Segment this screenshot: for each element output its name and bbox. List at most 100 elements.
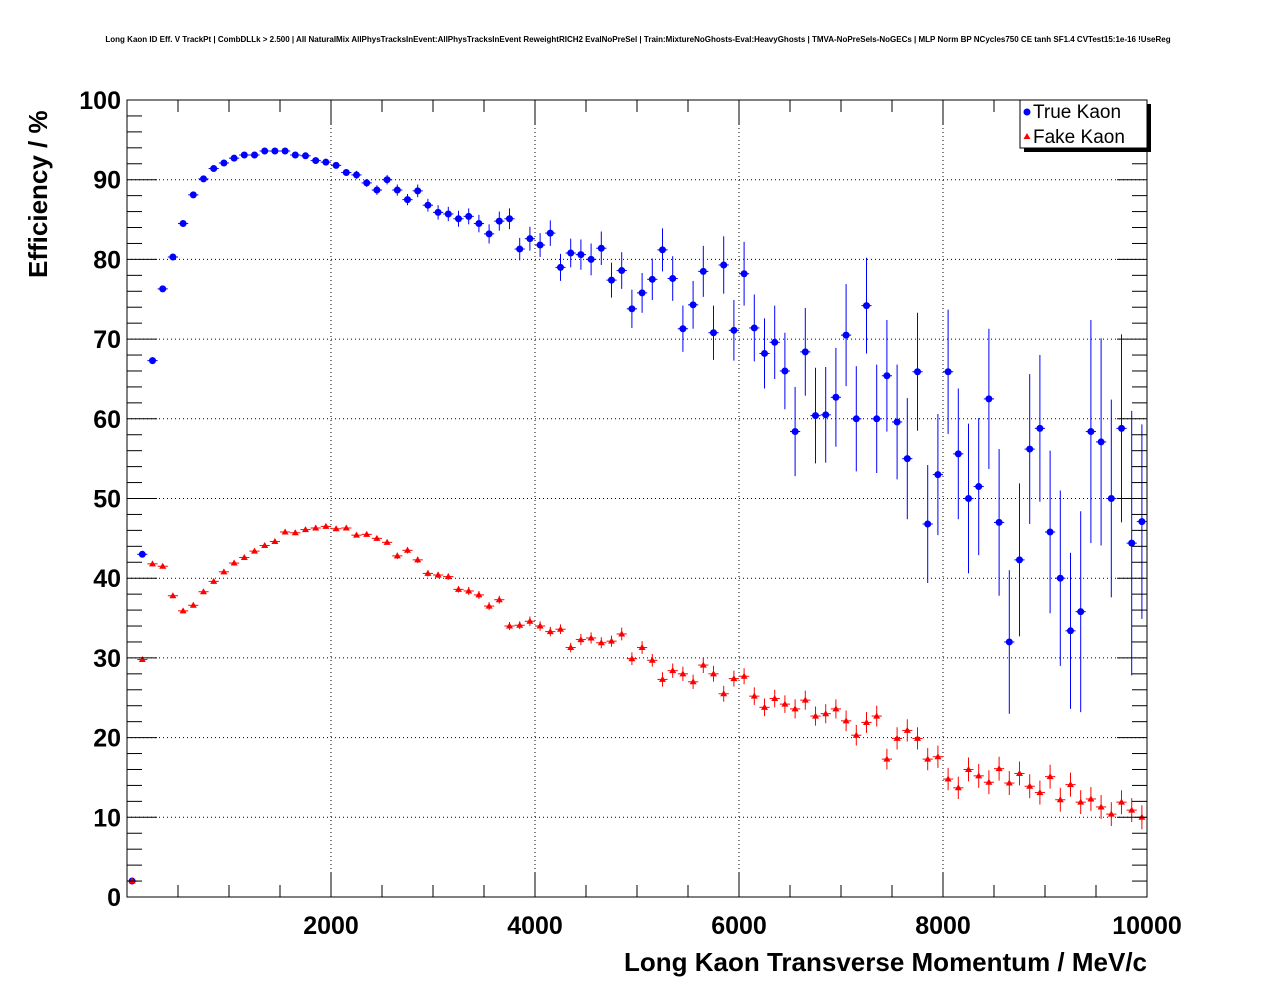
data-point: [812, 412, 819, 420]
data-point: [332, 161, 340, 169]
data-point: [1005, 779, 1013, 786]
data-point: [506, 215, 513, 223]
data-point: [179, 220, 187, 228]
data-point: [648, 275, 656, 283]
data-point: [557, 625, 564, 632]
data-point: [597, 639, 605, 646]
data-point: [1107, 495, 1115, 502]
data-point: [669, 667, 677, 674]
data-point: [516, 245, 524, 253]
legend-label-fake-kaon: Fake Kaon: [1033, 127, 1125, 148]
data-point: [781, 367, 789, 375]
data-point: [812, 712, 819, 719]
y-tick-label: 70: [93, 326, 121, 354]
data-point: [954, 784, 962, 791]
data-point: [210, 577, 218, 584]
axes: 2000 4000 6000 8000 10000 0 10 20 30 40 50 60 70 80 90…: [79, 87, 1181, 940]
y-tick-label: 0: [107, 884, 121, 912]
data-point: [628, 655, 636, 662]
data-point: [291, 529, 299, 536]
data-point: [210, 165, 218, 173]
data-point: [750, 324, 758, 332]
data-point: [1036, 424, 1044, 432]
data-point: [934, 471, 942, 479]
data-point: [975, 483, 983, 491]
y-axis-title: Efficiency / %: [23, 110, 53, 278]
data-point: [679, 325, 687, 333]
data-point: [873, 712, 881, 719]
data-point: [832, 705, 840, 712]
data-point: [1118, 798, 1125, 805]
data-point: [251, 151, 258, 159]
data-point: [383, 176, 391, 184]
data-point: [730, 675, 738, 682]
data-point: [149, 357, 156, 365]
data-point: [638, 644, 646, 651]
data-point: [1005, 638, 1013, 646]
y-tick-label: 80: [93, 246, 121, 274]
data-point: [618, 267, 626, 275]
data-point: [546, 628, 554, 635]
data-point: [322, 158, 330, 166]
data-point: [393, 186, 401, 194]
data-point: [271, 147, 279, 155]
data-point: [159, 285, 167, 293]
data-point: [1097, 438, 1105, 446]
data-point: [618, 630, 626, 637]
y-tick-label: 50: [93, 486, 121, 514]
data-point: [291, 151, 299, 159]
data-point: [414, 556, 422, 563]
data-point: [373, 534, 381, 541]
data-point: [189, 191, 197, 199]
data-point: [1128, 806, 1136, 813]
data-point: [791, 428, 799, 436]
data-point: [903, 455, 911, 463]
data-point: [536, 622, 544, 629]
data-point: [444, 210, 452, 218]
data-point: [342, 524, 350, 531]
data-point: [373, 186, 381, 194]
data-point: [475, 220, 483, 228]
y-tick-label: 90: [93, 167, 121, 195]
data-point: [638, 289, 646, 297]
data-point: [1026, 445, 1034, 453]
data-point: [985, 395, 993, 403]
data-point: [322, 522, 330, 529]
data-point: [169, 253, 177, 261]
legend-box: [1019, 99, 1148, 149]
data-point: [1016, 769, 1023, 776]
data-point: [138, 655, 146, 662]
chart-title: Long Kaon ID Eff. V TrackPt | CombDLLk >…: [105, 35, 1170, 44]
data-point: [1046, 773, 1054, 780]
legend: True Kaon Fake Kaon: [1019, 99, 1151, 152]
data-point: [842, 717, 850, 724]
data-point: [608, 637, 615, 644]
data-point: [852, 415, 860, 423]
legend-marker-true-kaon: [1023, 108, 1031, 116]
data-point: [353, 171, 360, 179]
data-point: [893, 418, 901, 426]
data-point: [1128, 539, 1136, 547]
data-point: [495, 217, 503, 225]
x-tick-label: 6000: [711, 912, 767, 940]
data-point: [485, 602, 493, 609]
data-point: [740, 270, 748, 278]
data-point: [526, 235, 534, 243]
data-point: [934, 753, 942, 760]
data-point: [1077, 608, 1085, 616]
data-point: [200, 175, 207, 183]
data-point: [914, 734, 921, 741]
data-point: [475, 591, 483, 598]
data-point: [363, 179, 371, 187]
data-point: [832, 393, 840, 401]
data-point: [577, 251, 585, 259]
data-point: [332, 525, 340, 532]
x-tick-label: 8000: [915, 912, 971, 940]
data-point: [302, 526, 309, 533]
data-point: [730, 326, 738, 334]
data-point: [679, 670, 687, 677]
data-point: [995, 765, 1003, 772]
data-point: [1067, 781, 1074, 788]
data-point: [271, 538, 279, 545]
data-point: [659, 675, 666, 682]
